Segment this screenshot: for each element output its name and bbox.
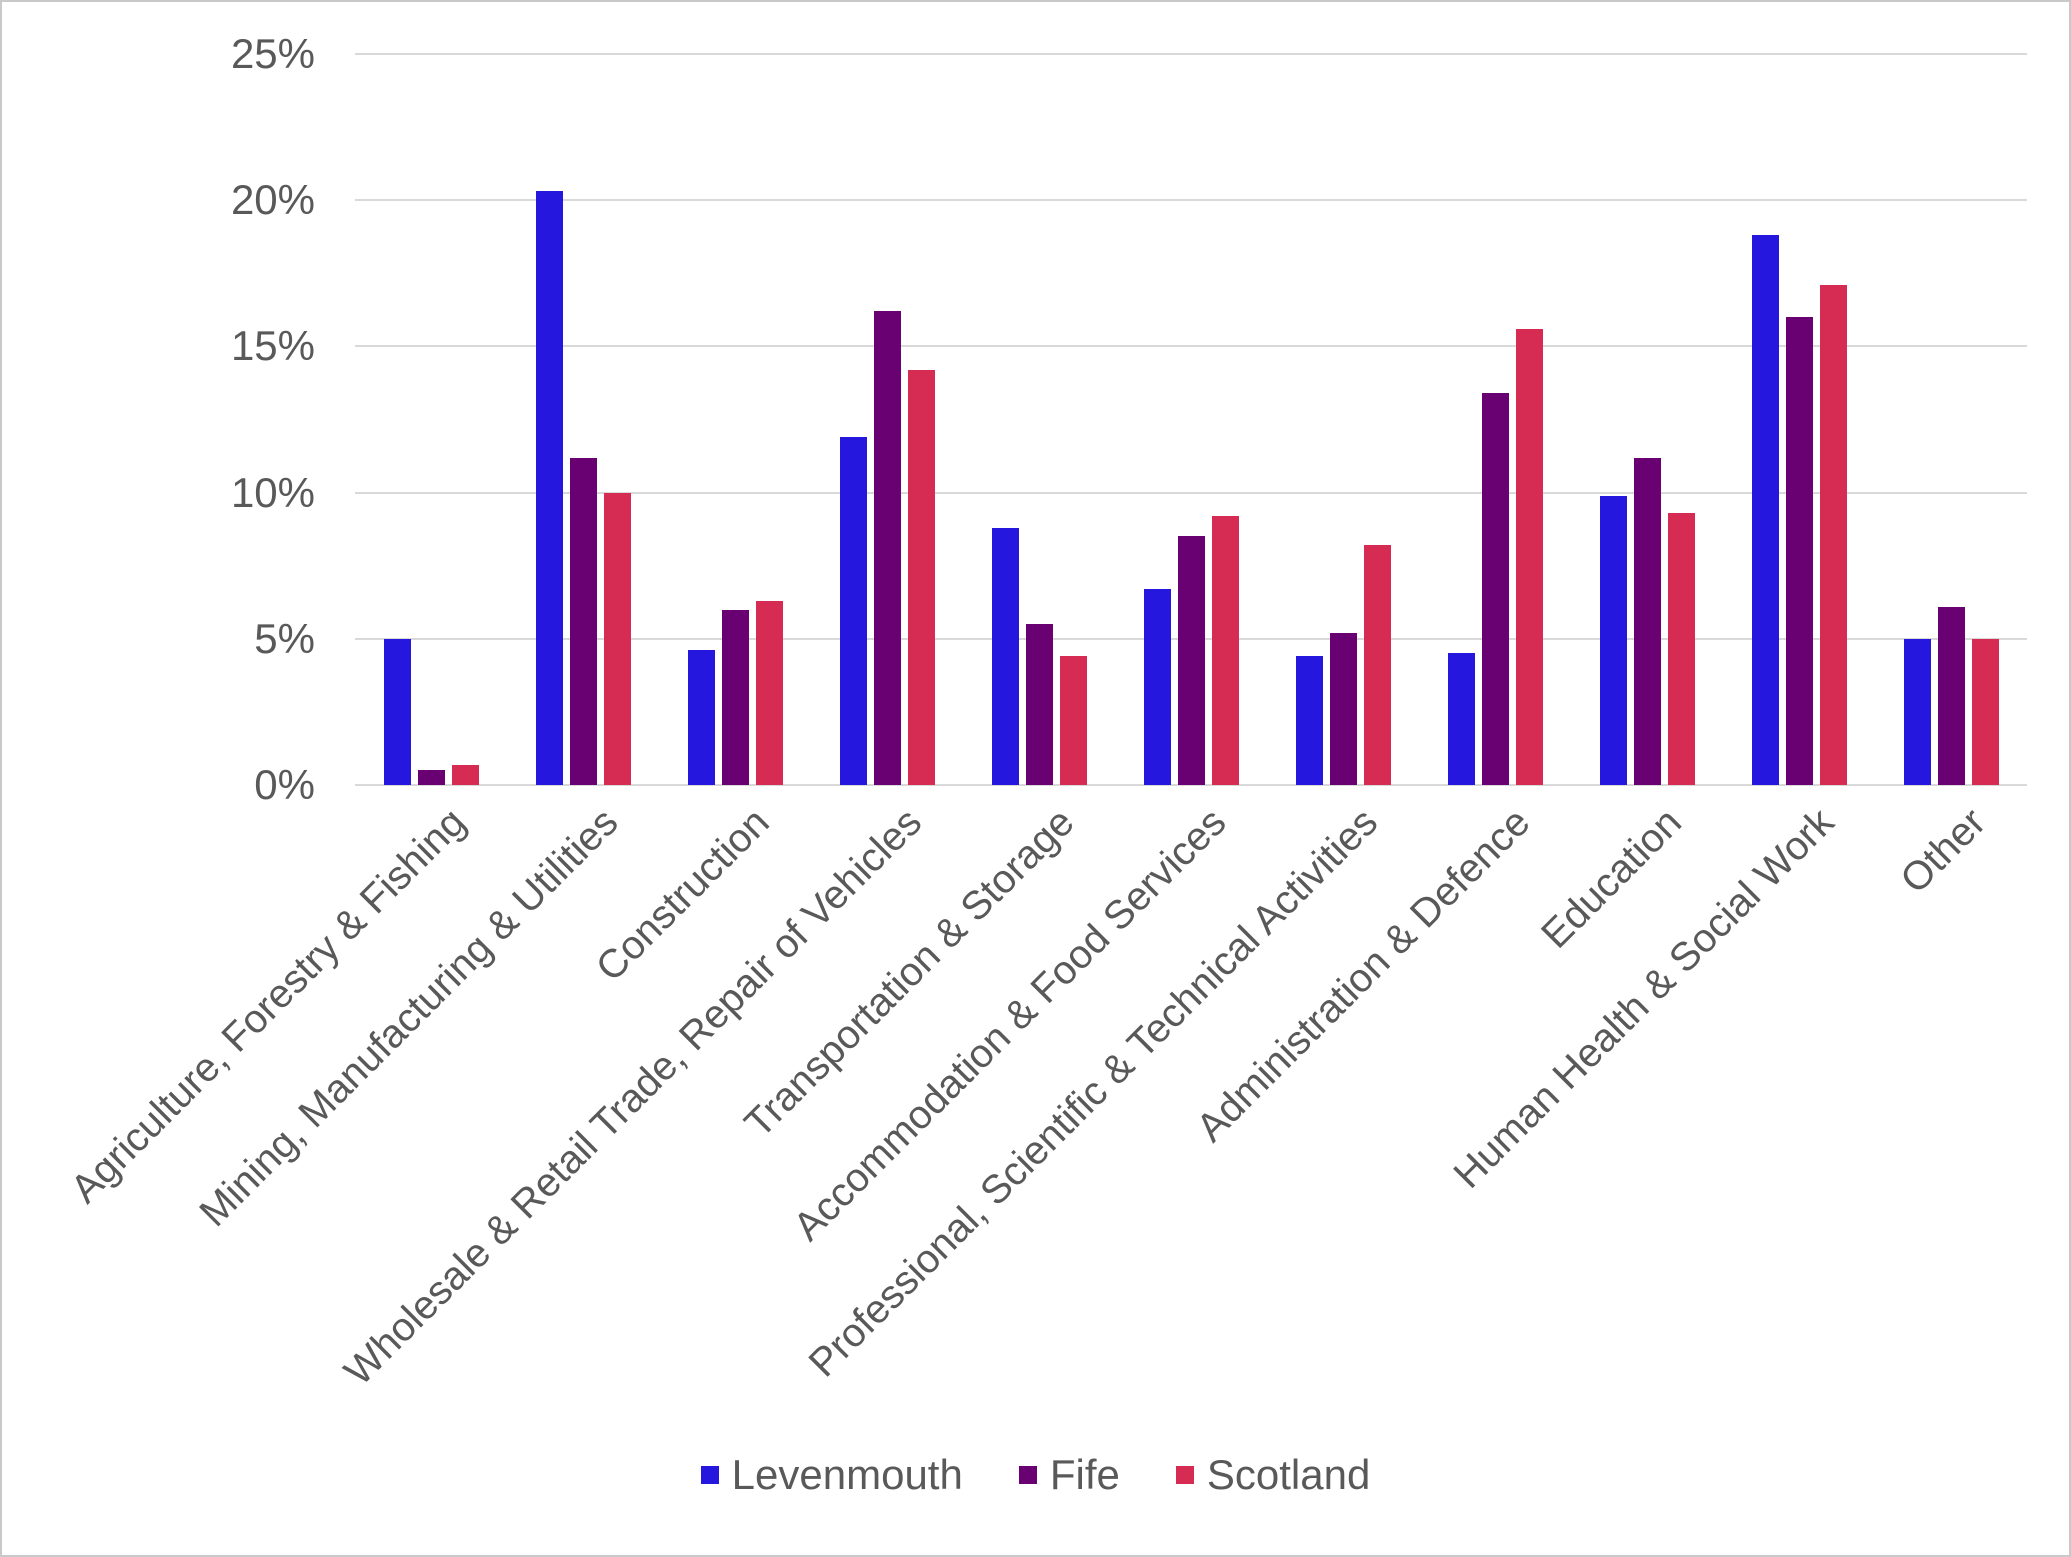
legend-label: Scotland xyxy=(1206,1451,1371,1498)
bar-scotland-category-4 xyxy=(907,369,935,785)
bar-fife-category-2 xyxy=(569,457,597,785)
legend-swatch-scotland xyxy=(1175,1466,1194,1484)
bar-fife-category-3 xyxy=(721,609,749,785)
bar-levenmouth-category-11 xyxy=(1903,638,1931,785)
bar-fife-category-10 xyxy=(1785,317,1813,785)
bar-fife-category-8 xyxy=(1481,393,1509,785)
bar-fife-category-5 xyxy=(1025,624,1053,785)
bar-levenmouth-category-7 xyxy=(1295,656,1323,785)
bar-fife-category-6 xyxy=(1177,536,1205,785)
legend-item-fife: Fife xyxy=(1018,1451,1120,1498)
bar-levenmouth-category-9 xyxy=(1599,495,1627,785)
y-tick-label: 20% xyxy=(230,176,315,224)
gridline-20pct xyxy=(355,199,2027,202)
plot-area xyxy=(355,53,2027,786)
x-category-label: Wholesale & Retail Trade, Repair of Vehi… xyxy=(336,800,931,1394)
bar-levenmouth-category-1 xyxy=(383,638,411,785)
legend-item-levenmouth: Levenmouth xyxy=(700,1451,963,1498)
x-category-label: Professional, Scientific & Technical Act… xyxy=(800,800,1387,1386)
bar-scotland-category-7 xyxy=(1363,545,1391,785)
bar-fife-category-9 xyxy=(1633,457,1661,785)
bar-scotland-category-2 xyxy=(603,492,631,785)
bar-scotland-category-1 xyxy=(451,764,479,785)
gridline-15pct xyxy=(355,345,2027,348)
legend-label: Levenmouth xyxy=(731,1451,963,1498)
bar-scotland-category-10 xyxy=(1819,284,1847,785)
bar-levenmouth-category-10 xyxy=(1751,235,1779,785)
y-tick-label: 10% xyxy=(230,468,315,516)
legend-swatch-levenmouth xyxy=(700,1466,719,1484)
legend-label: Fife xyxy=(1049,1451,1120,1498)
bar-fife-category-1 xyxy=(417,770,445,785)
bar-levenmouth-category-8 xyxy=(1447,653,1475,785)
bar-scotland-category-8 xyxy=(1515,328,1543,785)
gridline-10pct xyxy=(355,491,2027,494)
gridline-0pct xyxy=(355,784,2027,786)
y-tick-label: 15% xyxy=(230,322,315,370)
bar-levenmouth-category-3 xyxy=(687,650,715,785)
x-category-label: Other xyxy=(1892,800,1995,902)
bar-levenmouth-category-6 xyxy=(1143,589,1171,785)
y-tick-label: 5% xyxy=(254,614,315,662)
bar-scotland-category-11 xyxy=(1971,638,1999,785)
bar-fife-category-11 xyxy=(1937,606,1965,785)
bar-scotland-category-9 xyxy=(1667,513,1695,785)
gridline-25pct xyxy=(355,53,2027,55)
legend-item-scotland: Scotland xyxy=(1175,1451,1371,1498)
bar-levenmouth-category-5 xyxy=(991,527,1019,785)
legend-swatch-fife xyxy=(1018,1466,1037,1484)
y-tick-label: 25% xyxy=(230,30,315,77)
bar-scotland-category-3 xyxy=(755,600,783,785)
legend: Levenmouth Fife Scotland xyxy=(2,1454,2069,1496)
bar-fife-category-7 xyxy=(1329,632,1357,785)
bar-scotland-category-6 xyxy=(1211,515,1239,785)
y-tick-label: 0% xyxy=(254,761,315,808)
bar-fife-category-4 xyxy=(873,311,901,785)
x-category-label: Education xyxy=(1533,800,1691,957)
bar-scotland-category-5 xyxy=(1059,656,1087,785)
bar-levenmouth-category-4 xyxy=(839,437,867,785)
bar-levenmouth-category-2 xyxy=(535,191,563,785)
